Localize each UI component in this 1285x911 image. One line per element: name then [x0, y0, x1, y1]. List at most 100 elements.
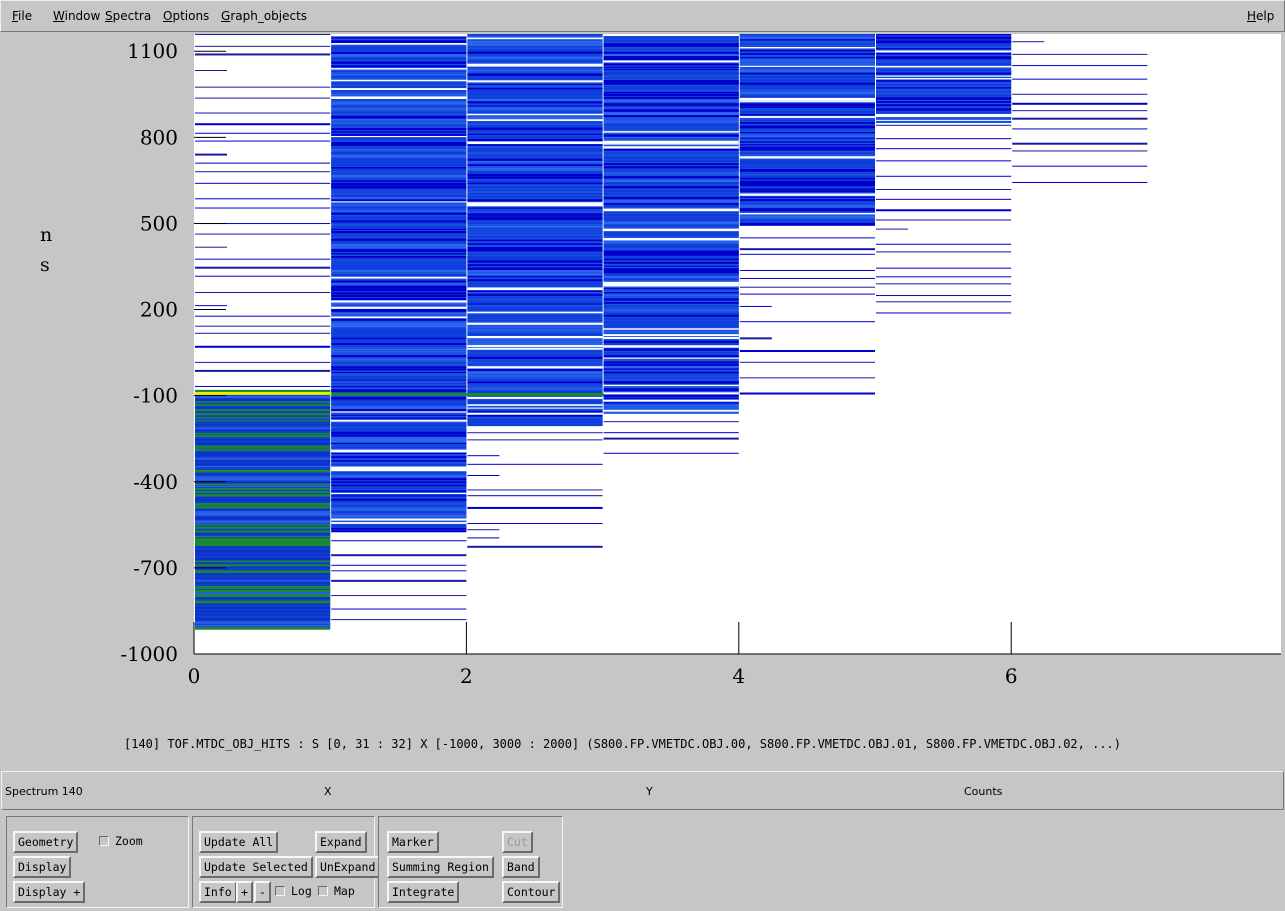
spectrum-plot-area[interactable]: 0 2 4 6 1100 800 500 200 -100 -400 -700 -1000 n s — [0, 32, 1285, 763]
heatmap-cell — [467, 49, 603, 52]
heatmap-cell — [467, 257, 603, 261]
heatmap-cell — [876, 69, 1012, 72]
map-checkbox[interactable]: Map — [318, 884, 355, 898]
log-checkbox-box[interactable] — [275, 886, 285, 896]
heatmap-cell-sparse — [467, 537, 500, 539]
heatmap-cell-sparse — [739, 377, 875, 379]
zoom-checkbox-box[interactable] — [99, 836, 109, 846]
heatmap-cell — [331, 76, 467, 78]
heatmap-cell — [195, 479, 331, 481]
display-plus-button[interactable]: Display + — [13, 881, 86, 903]
heatmap-cell — [603, 77, 739, 79]
update-all-button[interactable]: Update All — [199, 831, 279, 853]
heatmap-cell — [467, 195, 603, 198]
heatmap-cell — [331, 282, 467, 285]
heatmap-cell — [603, 200, 739, 203]
heatmap-cell-sparse — [876, 267, 1012, 269]
log-checkbox[interactable]: Log — [275, 884, 312, 898]
display-button[interactable]: Display — [13, 856, 72, 878]
heatmap-cell — [467, 375, 603, 377]
unexpand-button[interactable]: UnExpand — [315, 856, 381, 878]
band-button[interactable]: Band — [502, 856, 540, 878]
heatmap-cell — [603, 63, 739, 66]
heatmap-cell — [739, 97, 875, 101]
heatmap-cell-sparse — [195, 369, 331, 372]
heatmap-cell — [331, 220, 467, 223]
heatmap-cell-sparse — [876, 138, 1012, 140]
heatmap-cell-sparse — [739, 277, 875, 279]
heatmap-cell — [603, 228, 739, 232]
map-checkbox-box[interactable] — [318, 886, 328, 896]
heatmap-cell — [195, 460, 331, 463]
heatmap-cell — [195, 485, 331, 488]
info-button[interactable]: Info — [199, 881, 237, 903]
heatmap-cell — [603, 105, 739, 108]
heatmap-cell — [739, 208, 875, 211]
heatmap-cell — [739, 148, 875, 151]
spectrum-plot[interactable]: 0 2 4 6 1100 800 500 200 -100 -400 -700 -1000 — [0, 32, 1285, 732]
heatmap-cell — [331, 267, 467, 270]
menu-help[interactable]: Help — [1247, 9, 1274, 23]
update-selected-button[interactable]: Update Selected — [199, 856, 313, 878]
expand-button[interactable]: Expand — [315, 831, 367, 853]
heatmap-cell — [603, 388, 739, 391]
heatmap-cell — [195, 535, 331, 538]
geometry-button[interactable]: Geometry — [13, 831, 79, 853]
heatmap-cell — [331, 118, 467, 121]
heatmap-cell-sparse — [195, 132, 331, 134]
heatmap-cell — [876, 87, 1012, 89]
integrate-button[interactable]: Integrate — [387, 881, 460, 903]
heatmap-cell — [331, 125, 467, 127]
status-bar: Spectrum 140 X Y Counts — [1, 771, 1284, 810]
x-tick-label: 6 — [1005, 664, 1018, 688]
heatmap-cell — [739, 186, 875, 189]
menu-spectra[interactable]: Spectra — [105, 9, 151, 23]
graph-object-controls-group: Marker Cut Summing Region Band Integrate… — [378, 816, 563, 908]
heatmap-cell — [467, 63, 603, 67]
heatmap-cell — [603, 45, 739, 47]
increase-button[interactable]: + — [236, 881, 253, 903]
zoom-checkbox[interactable]: Zoom — [99, 834, 143, 848]
menu-file[interactable]: File — [12, 9, 32, 23]
heatmap-cell — [331, 292, 467, 295]
heatmap-cell — [195, 530, 331, 533]
heatmap-cell-sparse — [195, 233, 331, 235]
menu-window[interactable]: Window — [53, 9, 100, 23]
heatmap-cell — [331, 93, 467, 96]
menu-graph-objects[interactable]: Graph_objects — [221, 9, 307, 23]
heatmap-cell — [331, 285, 467, 289]
heatmap-cell — [876, 56, 1012, 60]
heatmap-cell — [467, 333, 603, 336]
heatmap-cell — [467, 379, 603, 382]
heatmap-cell — [195, 600, 331, 604]
contour-button[interactable]: Contour — [502, 881, 561, 903]
heatmap-cell-sparse — [195, 86, 331, 88]
heatmap-cell — [467, 384, 603, 386]
heatmap-cell — [331, 34, 467, 37]
heatmap-cell — [331, 343, 467, 346]
heatmap-cell — [603, 309, 739, 311]
heatmap-cell — [331, 409, 467, 412]
heatmap-cell — [331, 417, 467, 419]
heatmap-cell — [603, 143, 739, 145]
heatmap-cell — [331, 222, 467, 224]
heatmap-cell — [331, 180, 467, 182]
heatmap-cell — [467, 129, 603, 133]
heatmap-cell — [331, 212, 467, 215]
heatmap-cell — [331, 204, 467, 206]
heatmap-cell — [195, 432, 331, 435]
heatmap-cell-sparse — [331, 570, 467, 572]
heatmap-cell — [739, 183, 875, 187]
heatmap-cell — [331, 449, 467, 453]
heatmap-cell — [603, 103, 739, 107]
heatmap-cell — [467, 113, 603, 116]
marker-button[interactable]: Marker — [387, 831, 439, 853]
heatmap-cell — [876, 52, 1012, 55]
heatmap-cell — [739, 215, 875, 219]
heatmap-cell-sparse — [1012, 117, 1148, 120]
heatmap-cell — [739, 79, 875, 82]
heatmap-cell — [331, 501, 467, 503]
decrease-button[interactable]: - — [254, 881, 271, 903]
menu-options[interactable]: Options — [163, 9, 209, 23]
summing-region-button[interactable]: Summing Region — [387, 856, 494, 878]
